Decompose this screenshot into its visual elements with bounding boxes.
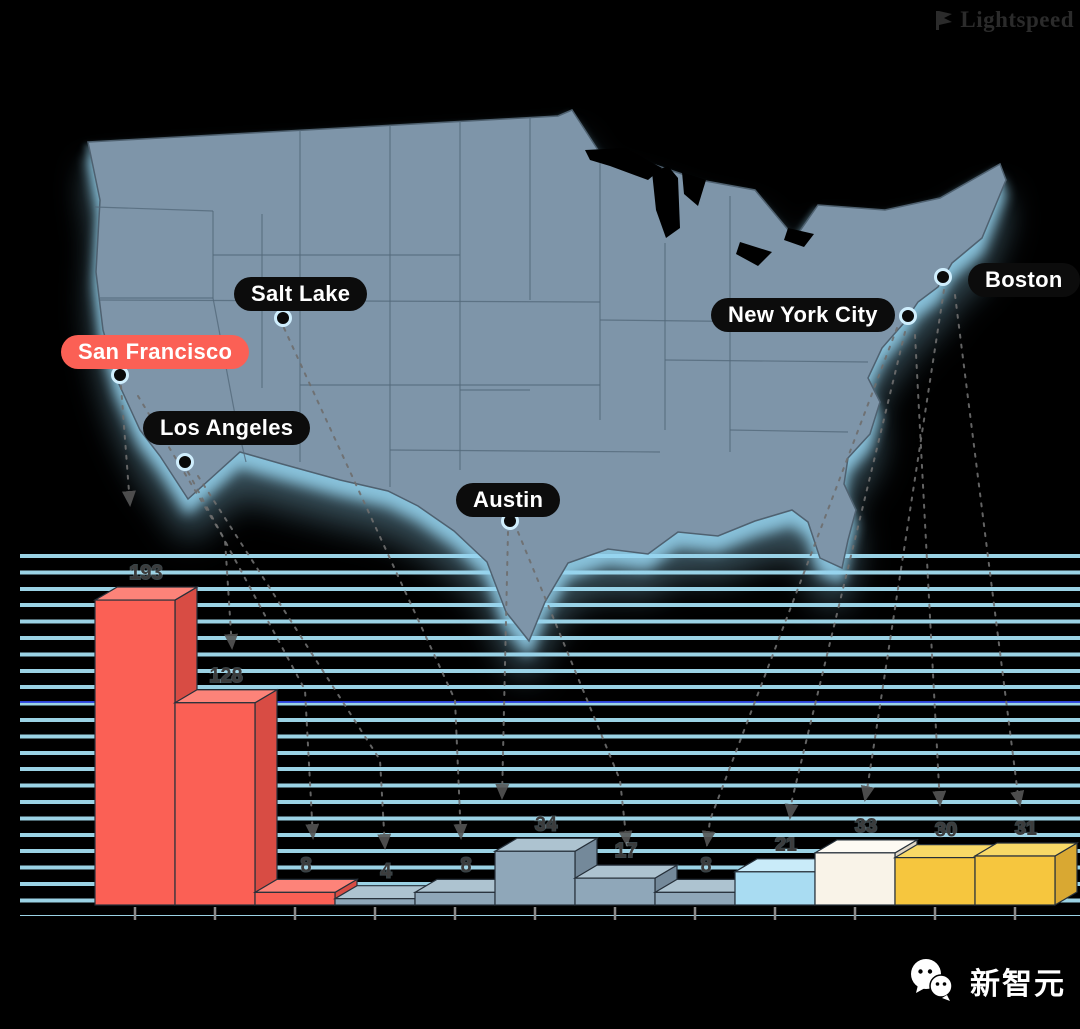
bar-value-label: 33 xyxy=(855,815,877,837)
bars-layer: 193 128 8 4 8 34 17 8 21 33 30 31 xyxy=(92,561,1080,920)
bar-front-face xyxy=(174,702,256,906)
bar-value-label: 17 xyxy=(615,840,637,862)
bar-value-label: 31 xyxy=(1015,818,1037,840)
connector-line xyxy=(283,327,468,840)
wechat-icon xyxy=(911,959,953,1001)
connector-line xyxy=(197,475,392,850)
bar-front-face xyxy=(334,898,416,906)
city-dot-salt-lake xyxy=(274,309,292,327)
bar-value-label: 4 xyxy=(380,861,392,883)
bar-front-face xyxy=(494,850,576,906)
accent-gridline xyxy=(20,701,1080,703)
bar-front-face xyxy=(814,852,896,906)
bar-front-face xyxy=(894,856,976,906)
bar-front-face xyxy=(974,855,1056,906)
connector-line xyxy=(120,385,136,507)
bar-value-label: 8 xyxy=(300,854,311,876)
connector-line xyxy=(860,289,945,802)
bar-front-face xyxy=(254,891,336,906)
bar-front-face xyxy=(734,871,816,906)
connector-line xyxy=(784,331,906,820)
connector-line xyxy=(517,531,633,847)
bar-side-face xyxy=(254,688,278,907)
bar-front-face xyxy=(414,891,496,906)
city-label-austin: Austin xyxy=(456,483,561,517)
lake-huron-icon xyxy=(682,172,706,206)
us-landmass xyxy=(87,109,1007,643)
lake-michigan-icon xyxy=(652,166,680,238)
connector-line xyxy=(187,471,320,840)
connector-line xyxy=(701,327,898,847)
city-label-boston: Boston xyxy=(968,263,1080,297)
lake-erie-icon xyxy=(736,242,772,266)
wechat-brand: 新智元 xyxy=(906,955,1066,1007)
city-label-san-francisco: San Francisco xyxy=(61,335,250,369)
city-label-new-york-city: New York City xyxy=(711,298,895,332)
city-connectors xyxy=(120,289,1025,850)
bar-value-label: 8 xyxy=(700,854,711,876)
city-dot-boston xyxy=(934,268,952,286)
bar-value-label: 128 xyxy=(209,665,242,687)
lightspeed-logo: Lightspeed xyxy=(934,7,1074,33)
city-dot-los-angeles xyxy=(176,453,194,471)
bar-value-label: 8 xyxy=(460,854,471,876)
bar-front-face xyxy=(574,877,656,906)
bar-value-label: 193 xyxy=(129,562,162,584)
bar-value-label: 30 xyxy=(935,820,957,842)
city-label-salt-lake: Salt Lake xyxy=(234,277,368,311)
connector-line xyxy=(914,334,947,807)
connector-line xyxy=(495,531,510,800)
city-dot-new-york-city xyxy=(899,307,917,325)
bar-value-label: 21 xyxy=(775,834,797,856)
connector-line xyxy=(954,294,1025,807)
connector-line xyxy=(137,395,239,650)
city-label-los-angeles: Los Angeles xyxy=(143,411,311,445)
lightspeed-flag-icon xyxy=(936,11,953,30)
lake-ontario-icon xyxy=(784,228,814,247)
great-lakes xyxy=(585,148,814,266)
bar-value-label: 34 xyxy=(535,813,558,835)
brand-name: 新智元 xyxy=(970,968,1066,1001)
lightspeed-logo-text: Lightspeed xyxy=(960,7,1074,32)
bar-front-face xyxy=(94,599,176,906)
bar-front-face xyxy=(654,891,736,906)
lake-superior-icon xyxy=(585,148,662,180)
